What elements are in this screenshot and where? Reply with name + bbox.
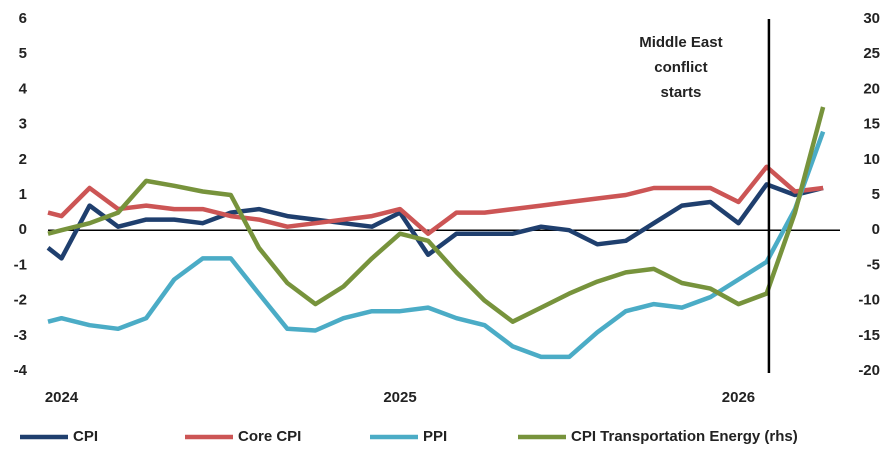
x-tick-label: 2026 [722,389,755,406]
series-line [47,106,826,324]
y-tick-label: 6 [19,10,27,27]
x-tick-label: 2024 [45,389,79,406]
legend-label: CPI [73,428,98,445]
y2-tick-label: 5 [872,186,880,203]
y2-tick-label: -5 [867,256,880,273]
legend-label: CPI Transportation Energy (rhs) [571,428,798,445]
y2-tick-label: 0 [872,221,880,238]
legend-label: PPI [423,428,447,445]
y-tick-label: 5 [19,45,27,62]
legend-label: Core CPI [238,428,301,445]
y-tick-label: -2 [14,292,27,309]
y-tick-label: 2 [19,151,27,168]
y-tick-label: 3 [19,116,27,133]
series-line [47,130,826,360]
annotation-text: Middle East [639,34,722,51]
y2-tick-label: 10 [863,151,880,168]
annotation-text: starts [660,84,701,101]
y-tick-label: 1 [19,186,27,203]
y2-tick-label: 25 [863,45,880,62]
y-tick-label: -3 [14,327,27,344]
series-line [47,164,824,236]
series-line [46,182,824,261]
y2-tick-label: 15 [863,116,880,133]
y2-tick-label: -10 [858,292,880,309]
annotation-text: conflict [654,59,707,76]
y-tick-label: -4 [14,362,28,379]
y2-tick-label: -15 [858,327,880,344]
y-tick-label: 0 [19,221,27,238]
y2-tick-label: 20 [863,80,880,97]
y-tick-label: 4 [19,80,28,97]
y-tick-label: -1 [14,256,27,273]
x-tick-label: 2025 [383,389,416,406]
y2-tick-label: 30 [863,10,880,27]
y2-tick-label: -20 [858,362,880,379]
